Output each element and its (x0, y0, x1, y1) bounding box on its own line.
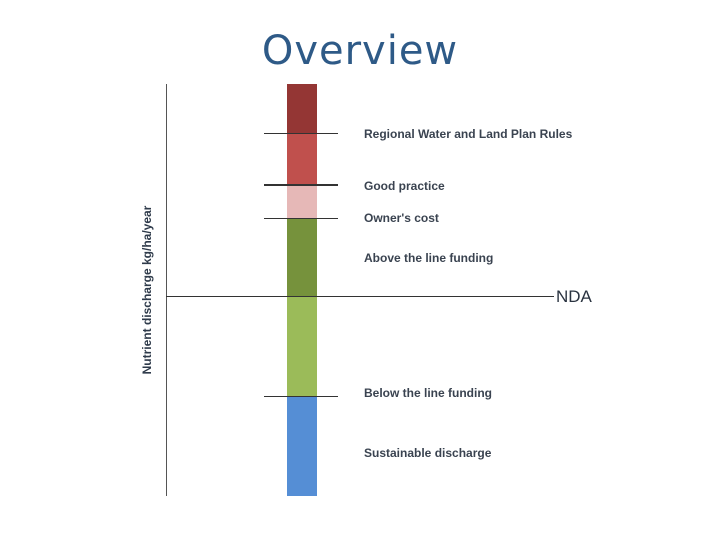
y-axis-line (166, 84, 167, 496)
bar-segment-good-practice (287, 133, 317, 184)
bar-segment-above-line-funding (287, 218, 317, 296)
nda-label: NDA (556, 287, 592, 306)
bar-segment-owners-cost (287, 184, 317, 218)
zone-label-owners-cost: Owner's cost (364, 211, 439, 225)
y-axis-label: Nutrient discharge kg/ha/year (140, 205, 154, 375)
zone-label-sustainable-discharge: Sustainable discharge (364, 446, 492, 460)
tick-below-line-funding (264, 396, 338, 397)
bar-segment-below-line-funding (287, 296, 317, 396)
nda-line (166, 296, 554, 297)
bar-segment-sustainable-discharge (287, 396, 317, 496)
tick-owners-cost (264, 218, 338, 219)
page-title: Overview (261, 28, 459, 74)
zone-label-below-line-funding: Below the line funding (364, 386, 492, 400)
tick-good-practice (264, 184, 338, 186)
zone-label-regional-rules: Regional Water and Land Plan Rules (364, 127, 573, 141)
zone-label-good-practice: Good practice (364, 179, 445, 193)
tick-regional-rules (264, 133, 338, 134)
bar-segment-regional-rules-dark (287, 84, 317, 133)
zone-label-above-line-funding: Above the line funding (364, 251, 494, 265)
